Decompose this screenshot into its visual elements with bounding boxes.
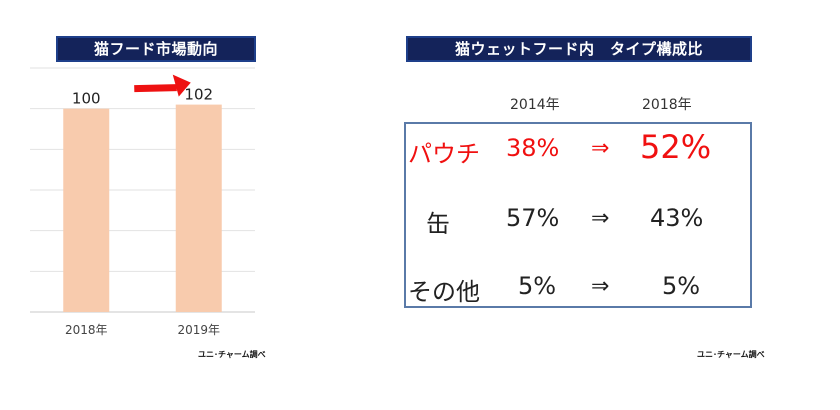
composition-table-box bbox=[404, 122, 752, 308]
increase-arrow-shaft bbox=[134, 84, 177, 93]
increase-arrow-head bbox=[172, 74, 191, 97]
value-2014: 5% bbox=[518, 272, 557, 300]
value-2018: 52% bbox=[640, 128, 712, 166]
column-header-2014: 2014年 bbox=[510, 97, 560, 113]
row-label: 缶 bbox=[426, 210, 450, 238]
composition-row-can: 缶 57% ⇒ 43% bbox=[406, 204, 752, 244]
right-source-note: ユニ･チャーム調べ bbox=[697, 350, 765, 359]
tick-label-2019年: 2019年 bbox=[177, 323, 220, 337]
data-label-2019年: 102 bbox=[184, 86, 213, 104]
bar-2019年 bbox=[175, 104, 222, 312]
row-label: パウチ bbox=[408, 140, 480, 168]
change-arrow: ⇒ bbox=[591, 274, 610, 299]
tick-label-2018年: 2018年 bbox=[65, 323, 108, 337]
value-2018: 43% bbox=[650, 204, 704, 232]
composition-row-pouch: パウチ 38% ⇒ 52% bbox=[406, 128, 752, 174]
column-header-2018: 2018年 bbox=[642, 97, 692, 113]
wet-food-composition-title: 猫ウェットフード内 タイプ構成比 bbox=[406, 36, 752, 62]
composition-row-other: その他 5% ⇒ 5% bbox=[406, 272, 752, 312]
value-2014: 57% bbox=[506, 204, 560, 232]
data-label-2018年: 100 bbox=[72, 90, 101, 108]
change-arrow: ⇒ bbox=[591, 206, 610, 231]
bar-2018年 bbox=[63, 108, 110, 313]
change-arrow: ⇒ bbox=[591, 136, 610, 161]
row-label: その他 bbox=[408, 278, 480, 306]
left-source-note: ユニ･チャーム調べ bbox=[198, 350, 266, 359]
market-trend-title: 猫フード市場動向 bbox=[56, 36, 256, 62]
value-2014: 38% bbox=[506, 134, 560, 162]
value-2018: 5% bbox=[662, 272, 701, 300]
